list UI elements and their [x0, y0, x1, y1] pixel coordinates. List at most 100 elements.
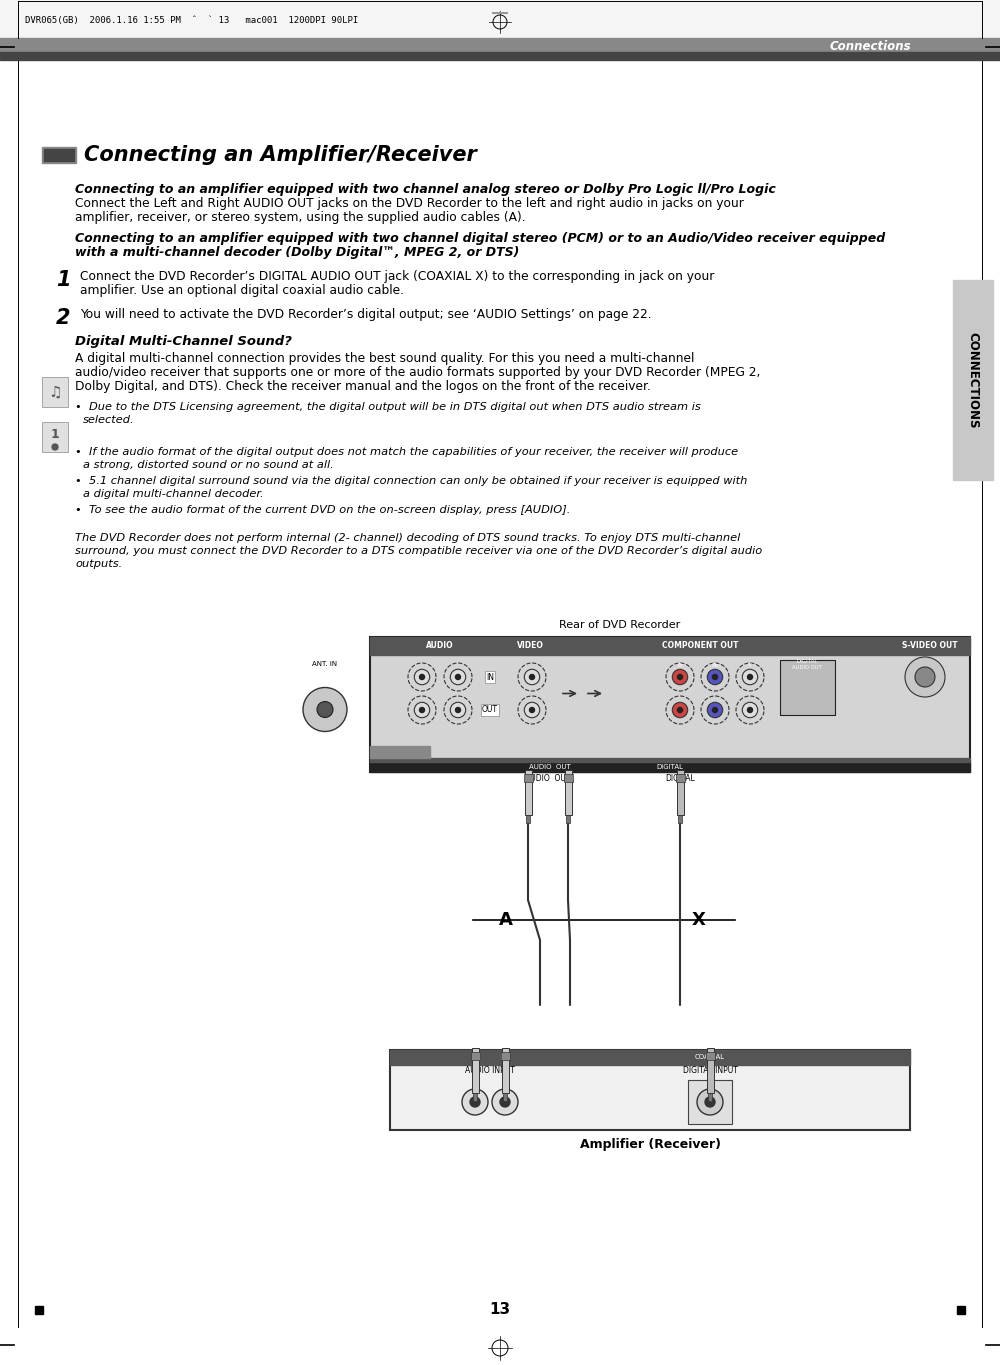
Text: AUDIO  OUT: AUDIO OUT: [529, 764, 571, 770]
Circle shape: [419, 674, 425, 680]
Bar: [472, 1048, 479, 1093]
Bar: [706, 1052, 714, 1061]
Circle shape: [524, 703, 540, 718]
Circle shape: [450, 669, 466, 685]
Text: amplifier, receiver, or stereo system, using the supplied audio cables (A).: amplifier, receiver, or stereo system, u…: [75, 212, 526, 224]
Circle shape: [455, 707, 461, 713]
Text: 13: 13: [489, 1302, 511, 1317]
Bar: [524, 774, 532, 782]
Text: Dolby Digital, and DTS). Check the receiver manual and the logos on the front of: Dolby Digital, and DTS). Check the recei…: [75, 379, 651, 393]
Text: DIGITAL: DIGITAL: [665, 774, 695, 784]
Circle shape: [52, 444, 58, 450]
Text: Connect the DVD Recorder’s DIGITAL AUDIO OUT jack (COAXIAL X) to the correspondi: Connect the DVD Recorder’s DIGITAL AUDIO…: [80, 270, 714, 283]
Bar: [566, 815, 570, 823]
Text: A: A: [499, 910, 513, 930]
Bar: [370, 637, 970, 773]
Bar: [953, 280, 993, 480]
Bar: [370, 637, 970, 655]
Circle shape: [707, 703, 723, 718]
Circle shape: [470, 1097, 480, 1107]
Text: X: X: [692, 910, 706, 930]
Text: audio/video receiver that supports one or more of the audio formats supported by: audio/video receiver that supports one o…: [75, 366, 760, 379]
Bar: [957, 1306, 965, 1314]
Bar: [390, 1050, 910, 1130]
Text: You will need to activate the DVD Recorder’s digital output; see ‘AUDIO Settings: You will need to activate the DVD Record…: [80, 308, 652, 321]
Text: Amplifier (Receiver): Amplifier (Receiver): [580, 1138, 720, 1151]
Text: amplifier. Use an optional digital coaxial audio cable.: amplifier. Use an optional digital coaxi…: [80, 284, 404, 298]
Circle shape: [915, 667, 935, 687]
Text: AUDIO: AUDIO: [426, 642, 454, 651]
Bar: [706, 1048, 714, 1093]
Bar: [42, 147, 76, 162]
Bar: [471, 1052, 480, 1061]
Text: Pr: Pr: [677, 663, 683, 667]
Bar: [0, 38, 1000, 52]
Text: 1: 1: [51, 427, 59, 441]
Circle shape: [455, 674, 461, 680]
Bar: [370, 747, 430, 758]
Text: ANT. IN: ANT. IN: [312, 661, 338, 667]
Circle shape: [529, 674, 535, 680]
Text: Digital Multi-Channel Sound?: Digital Multi-Channel Sound?: [75, 334, 292, 348]
Text: Connect the Left and Right AUDIO OUT jacks on the DVD Recorder to the left and r: Connect the Left and Right AUDIO OUT jac…: [75, 197, 744, 210]
Circle shape: [712, 674, 718, 680]
Bar: [370, 762, 970, 773]
Text: L: L: [473, 1080, 477, 1087]
Text: Connecting to an amplifier equipped with two channel analog stereo or Dolby Pro : Connecting to an amplifier equipped with…: [75, 183, 776, 197]
Text: •  To see the audio format of the current DVD on the on-screen display, press [A: • To see the audio format of the current…: [75, 505, 570, 515]
Circle shape: [677, 674, 683, 680]
Text: Pb: Pb: [711, 663, 719, 667]
Text: outputs.: outputs.: [75, 560, 122, 569]
Text: VIDEO: VIDEO: [517, 642, 543, 651]
Bar: [676, 774, 684, 782]
Text: Connecting to an amplifier equipped with two channel digital stereo (PCM) or to : Connecting to an amplifier equipped with…: [75, 232, 885, 244]
Bar: [708, 1093, 712, 1102]
Text: surround, you must connect the DVD Recorder to a DTS compatible receiver via one: surround, you must connect the DVD Recor…: [75, 546, 762, 556]
Text: DVR065(GB)  2006.1.16 1:55 PM  ˆ  ` 13   mac001  1200DPI 90LPI: DVR065(GB) 2006.1.16 1:55 PM ˆ ` 13 mac0…: [25, 15, 358, 25]
Bar: [0, 0, 1000, 38]
Text: S-VIDEO OUT: S-VIDEO OUT: [902, 642, 958, 651]
Bar: [44, 149, 74, 161]
Circle shape: [414, 703, 430, 718]
Text: CONNECTIONS: CONNECTIONS: [966, 332, 980, 429]
Circle shape: [905, 657, 945, 698]
Text: A digital multi-channel connection provides the best sound quality. For this you: A digital multi-channel connection provi…: [75, 352, 694, 364]
Text: ♫: ♫: [48, 385, 62, 400]
Text: •  If the audio format of the digital output does not match the capabilities of : • If the audio format of the digital out…: [75, 446, 738, 457]
Bar: [564, 774, 572, 782]
Text: DIGITAL INPUT: DIGITAL INPUT: [683, 1066, 737, 1076]
Circle shape: [712, 707, 718, 713]
Circle shape: [500, 1097, 510, 1107]
Bar: [503, 1093, 507, 1102]
Text: The DVD Recorder does not perform internal (2- channel) decoding of DTS sound tr: The DVD Recorder does not perform intern…: [75, 532, 740, 543]
Bar: [678, 815, 682, 823]
Bar: [526, 815, 530, 823]
Text: DIGITAL: DIGITAL: [796, 659, 818, 663]
Bar: [42, 422, 68, 452]
Circle shape: [707, 669, 723, 685]
Text: a strong, distorted sound or no sound at all.: a strong, distorted sound or no sound at…: [83, 460, 334, 470]
Circle shape: [677, 707, 683, 713]
Circle shape: [672, 669, 688, 685]
Circle shape: [705, 1097, 715, 1107]
Text: AUDIO INPUT: AUDIO INPUT: [465, 1066, 515, 1076]
Circle shape: [747, 707, 753, 713]
Text: AUDIO  OUT: AUDIO OUT: [525, 774, 571, 784]
Bar: [0, 52, 1000, 60]
Circle shape: [450, 703, 466, 718]
Circle shape: [419, 707, 425, 713]
Text: Connecting an Amplifier/Receiver: Connecting an Amplifier/Receiver: [84, 145, 477, 165]
Bar: [390, 1050, 910, 1065]
Text: R: R: [503, 1080, 507, 1087]
Circle shape: [492, 1089, 518, 1115]
Circle shape: [317, 702, 333, 718]
Circle shape: [414, 669, 430, 685]
Text: COMPONENT OUT: COMPONENT OUT: [662, 642, 738, 651]
Circle shape: [747, 674, 753, 680]
Text: R        L: R L: [476, 1052, 504, 1062]
Bar: [688, 1080, 732, 1123]
Bar: [502, 1048, 509, 1093]
Circle shape: [303, 688, 347, 732]
Text: IN: IN: [486, 673, 494, 681]
Bar: [676, 770, 684, 815]
